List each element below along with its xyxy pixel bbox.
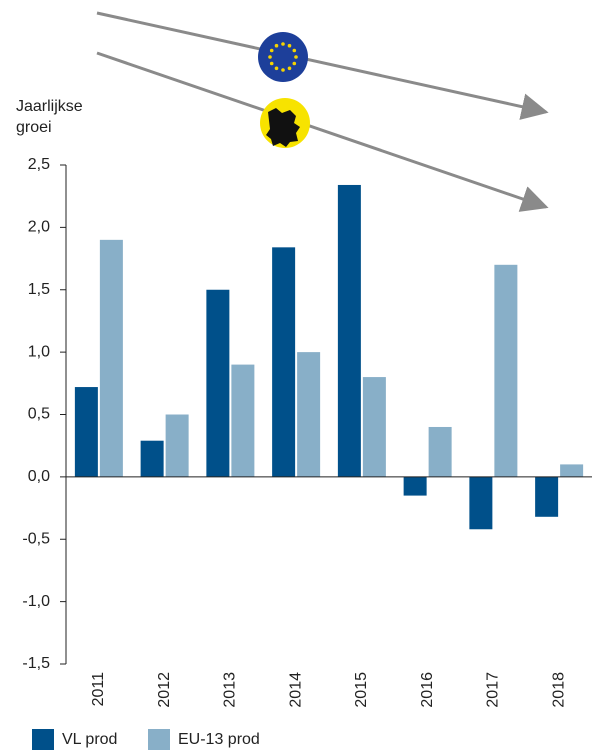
- y-tick-label: -0,5: [22, 530, 50, 547]
- bar: [297, 352, 321, 477]
- x-tick-label: 2012: [156, 672, 173, 708]
- y-tick-label: -1,0: [22, 593, 50, 610]
- bar: [560, 464, 584, 477]
- trend-arrow: [96, 51, 549, 212]
- y-axis-label: Jaarlijkse groei: [16, 98, 83, 136]
- bar: [99, 239, 123, 477]
- legend-swatch: [148, 729, 170, 750]
- y-tick-label: 0,0: [28, 468, 50, 485]
- bar: [337, 184, 361, 477]
- bar: [362, 377, 386, 477]
- y-tick-label: 2,5: [28, 156, 50, 173]
- bar: [535, 476, 559, 517]
- trend-arrow: [96, 11, 549, 120]
- bar: [140, 440, 164, 477]
- x-tick-label: 2016: [419, 672, 436, 708]
- y-tick-label: -1,5: [22, 655, 50, 672]
- x-tick-label: 2015: [353, 672, 370, 708]
- x-tick-label: 2014: [287, 672, 304, 708]
- bar: [428, 426, 452, 477]
- x-tick-label: 2018: [550, 672, 567, 708]
- bar: [272, 247, 296, 477]
- x-tick-label: 2013: [222, 672, 239, 708]
- legend-swatch: [32, 729, 54, 750]
- bar: [494, 264, 518, 477]
- bar: [403, 476, 427, 496]
- eu-flag: [258, 32, 308, 82]
- y-tick-label: 1,5: [28, 281, 50, 298]
- bar: [165, 414, 189, 477]
- legend-label: EU-13 prod: [178, 731, 260, 748]
- x-tick-label: 2011: [90, 672, 107, 707]
- bar: [469, 476, 493, 530]
- y-tick-label: 0,5: [28, 406, 50, 423]
- flemish-flag: [260, 98, 310, 148]
- x-tick-label: 2017: [485, 672, 502, 708]
- bar: [206, 289, 230, 477]
- y-tick-label: 1,0: [28, 343, 50, 360]
- y-tick-label: 2,0: [28, 219, 50, 236]
- bar: [231, 364, 255, 477]
- legend-label: VL prod: [62, 731, 117, 748]
- bar: [74, 387, 98, 477]
